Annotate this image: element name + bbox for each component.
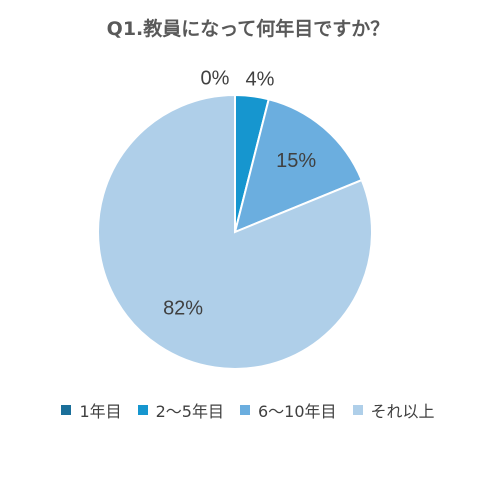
chart-title: Q1.教員になって何年目ですか？ — [106, 18, 390, 40]
legend-swatch-2 — [137, 405, 148, 415]
legend-item-4: それ以上 — [352, 398, 435, 422]
slice-label-4: 82% — [163, 298, 203, 320]
legend-label-1: 1年目 — [79, 402, 122, 421]
legend-label-3: 6〜10年目 — [258, 402, 337, 421]
legend-label-4: それ以上 — [370, 402, 435, 421]
legend-item-3: 6〜10年目 — [240, 398, 337, 422]
legend-item-2: 2〜5年目 — [137, 398, 224, 422]
slice-label-2: 4% — [246, 68, 275, 90]
slice-label-1: 0% — [201, 67, 230, 89]
legend-label-2: 2〜5年目 — [155, 402, 224, 421]
legend-swatch-1 — [61, 405, 72, 415]
legend-swatch-4 — [352, 405, 363, 415]
legend-swatch-3 — [240, 405, 250, 415]
legend-item-1: 1年目 — [61, 398, 122, 422]
slice-label-3: 15% — [276, 150, 316, 172]
pie-slice-4 — [97, 93, 373, 370]
legend: 1年目 2〜5年目 6〜10年目 それ以上 — [0, 398, 496, 422]
pie-slice-3 — [233, 98, 364, 234]
